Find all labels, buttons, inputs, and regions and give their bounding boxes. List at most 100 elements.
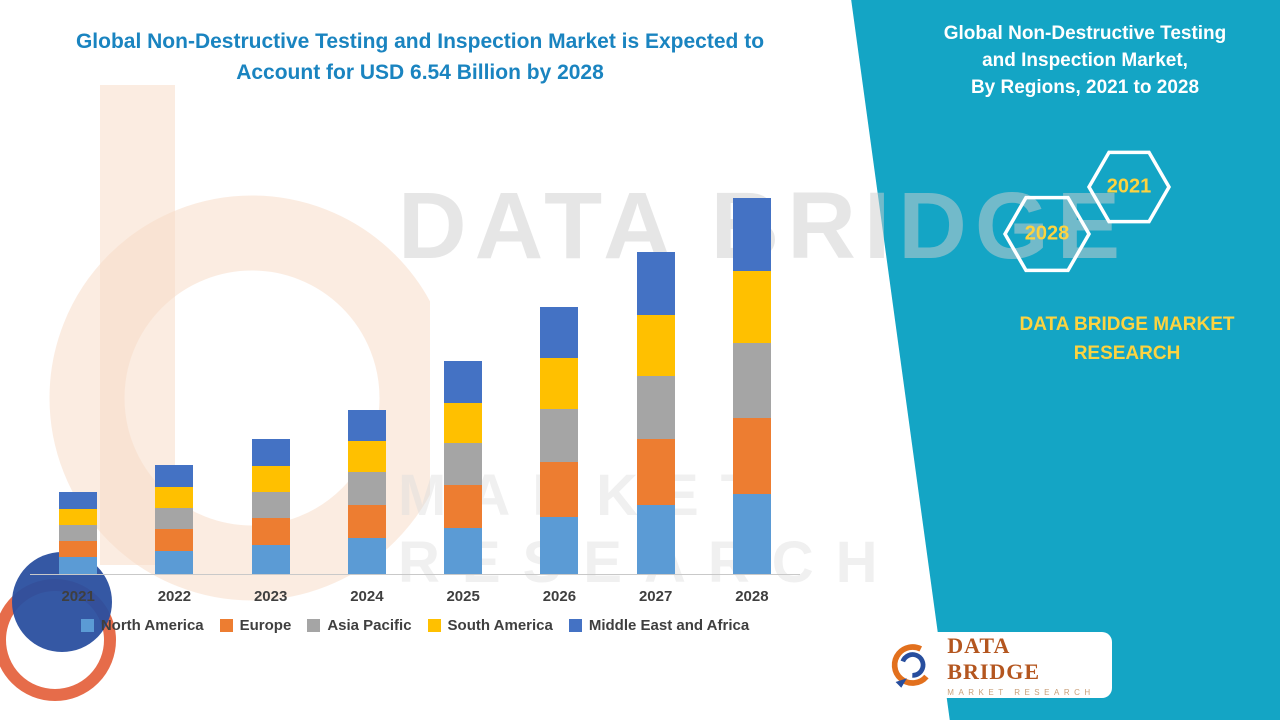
panel-title-line2: and Inspection Market, (982, 50, 1188, 71)
bar-column-2021 (30, 491, 126, 574)
bar-stack-2028 (732, 198, 771, 574)
bar-segment-asia-pacific (540, 409, 579, 462)
bar-segment-north-america (251, 545, 290, 574)
legend-item-north-america: North America (80, 617, 204, 634)
bar-column-2022 (126, 464, 222, 574)
bar-column-2026 (511, 307, 607, 574)
legend-swatch-north-america (80, 619, 94, 632)
legend-item-europe: Europe (219, 617, 292, 634)
bar-segment-south-america (732, 271, 771, 343)
bar-segment-south-america (155, 487, 194, 508)
x-axis-label-2024: 2024 (350, 588, 384, 605)
bar-column-2023 (223, 438, 319, 574)
bar-segment-south-america (636, 315, 675, 376)
bar-segment-asia-pacific (155, 507, 194, 530)
company-logo-words: DATA BRIDGE MARKET RESEARCH (947, 633, 1100, 697)
hexagon-year-2028: 2028 (1024, 222, 1070, 245)
company-logo-name: DATA BRIDGE (947, 633, 1041, 684)
chart-title-line1: Global Non-Destructive Testing and Inspe… (75, 30, 765, 53)
bar-segment-north-america (636, 505, 675, 574)
x-axis-label-2025: 2025 (446, 588, 480, 605)
stacked-bar-chart (30, 175, 800, 575)
bar-segment-asia-pacific (444, 442, 483, 485)
chart-title: Global Non-Destructive Testing and Inspe… (40, 26, 800, 88)
legend-label-asia-pacific: Asia Pacific (327, 617, 412, 634)
hexagon-2028 (1002, 195, 1092, 273)
bar-segment-middle-east-and-africa (540, 307, 579, 359)
bar-segment-asia-pacific (251, 491, 290, 519)
bar-column-2024 (319, 410, 415, 574)
legend-label-north-america: North America (100, 617, 204, 634)
bar-segment-north-america (59, 556, 98, 574)
bar-stack-2022 (155, 464, 194, 574)
panel-title-line3: By Regions, 2021 to 2028 (970, 77, 1200, 98)
bar-segment-middle-east-and-africa (155, 464, 194, 488)
hexagon-2021 (1086, 150, 1172, 224)
panel-title: Global Non-Destructive Testing and Inspe… (920, 20, 1250, 101)
bar-segment-europe (59, 540, 98, 557)
company-logo-subtitle: MARKET RESEARCH (947, 688, 1095, 697)
bar-stack-2021 (59, 491, 98, 574)
legend-swatch-europe (219, 619, 233, 632)
legend-item-south-america: South America (427, 617, 553, 634)
legend-item-middle-east-and-africa: Middle East and Africa (568, 617, 750, 634)
legend-swatch-middle-east-and-africa (568, 619, 582, 632)
company-logo-icon (891, 644, 934, 688)
bar-segment-south-america (444, 402, 483, 443)
x-axis-label-2028: 2028 (735, 588, 769, 605)
bar-column-2025 (415, 360, 511, 574)
bar-segment-europe (540, 461, 579, 517)
bar-segment-north-america (155, 551, 194, 574)
bar-segment-europe (155, 529, 194, 552)
x-axis-label-2026: 2026 (542, 588, 577, 605)
bar-segment-north-america (444, 528, 483, 574)
bar-stack-2024 (347, 410, 386, 574)
bar-segment-europe (251, 518, 290, 546)
brand-text-line1: DATA BRIDGE MARKET (1019, 314, 1235, 335)
plot-area (30, 175, 800, 575)
bar-segment-north-america (732, 493, 771, 574)
bar-segment-south-america (59, 509, 98, 525)
chart-legend: North America Europe Asia Pacific South Ame… (10, 617, 820, 634)
bar-segment-asia-pacific (636, 375, 675, 439)
brand-text: DATA BRIDGE MARKET RESEARCH (1007, 310, 1247, 368)
bar-segment-europe (347, 505, 386, 539)
bar-segment-middle-east-and-africa (732, 198, 771, 272)
legend-label-europe: Europe (239, 617, 292, 634)
bar-segment-europe (636, 438, 675, 506)
company-logo-card: DATA BRIDGE MARKET RESEARCH (876, 632, 1112, 698)
bar-segment-asia-pacific (732, 342, 771, 418)
x-axis-label-2023: 2023 (253, 588, 288, 605)
legend-swatch-south-america (427, 619, 441, 632)
bar-segment-south-america (540, 358, 579, 410)
bar-segment-europe (732, 417, 771, 494)
bar-segment-middle-east-and-africa (59, 491, 98, 510)
bar-stack-2025 (444, 360, 483, 574)
bar-segment-middle-east-and-africa (347, 410, 386, 442)
bar-segment-middle-east-and-africa (636, 252, 675, 316)
bar-segment-asia-pacific (347, 472, 386, 506)
hexagon-year-2021: 2021 (1106, 175, 1152, 198)
bar-segment-north-america (347, 538, 386, 574)
legend-label-south-america: South America (447, 617, 553, 634)
bar-column-2027 (608, 252, 704, 574)
panel-title-line1: Global Non-Destructive Testing (943, 23, 1227, 44)
x-axis-label-2022: 2022 (157, 588, 192, 605)
bar-segment-middle-east-and-africa (444, 360, 483, 403)
legend-label-middle-east-and-africa: Middle East and Africa (588, 617, 750, 634)
bar-column-2028 (704, 198, 800, 574)
bar-stack-2026 (540, 307, 579, 574)
legend-swatch-asia-pacific (307, 619, 321, 632)
chart-title-line2: Account for USD 6.54 Billion by 2028 (236, 61, 604, 84)
bar-segment-south-america (251, 465, 290, 492)
hexagon-badges (1002, 150, 1172, 273)
x-axis-label-2027: 2027 (638, 588, 673, 605)
bar-segment-north-america (540, 516, 579, 574)
legend-item-asia-pacific: Asia Pacific (307, 617, 412, 634)
bar-stack-2027 (636, 252, 675, 574)
x-axis-label-2021: 2021 (61, 588, 95, 605)
bar-stack-2023 (251, 438, 290, 574)
brand-text-line2: RESEARCH (1073, 343, 1181, 364)
x-axis-labels: 2021 2022 2023 2024 2025 2026 2027 2028 (30, 588, 800, 605)
